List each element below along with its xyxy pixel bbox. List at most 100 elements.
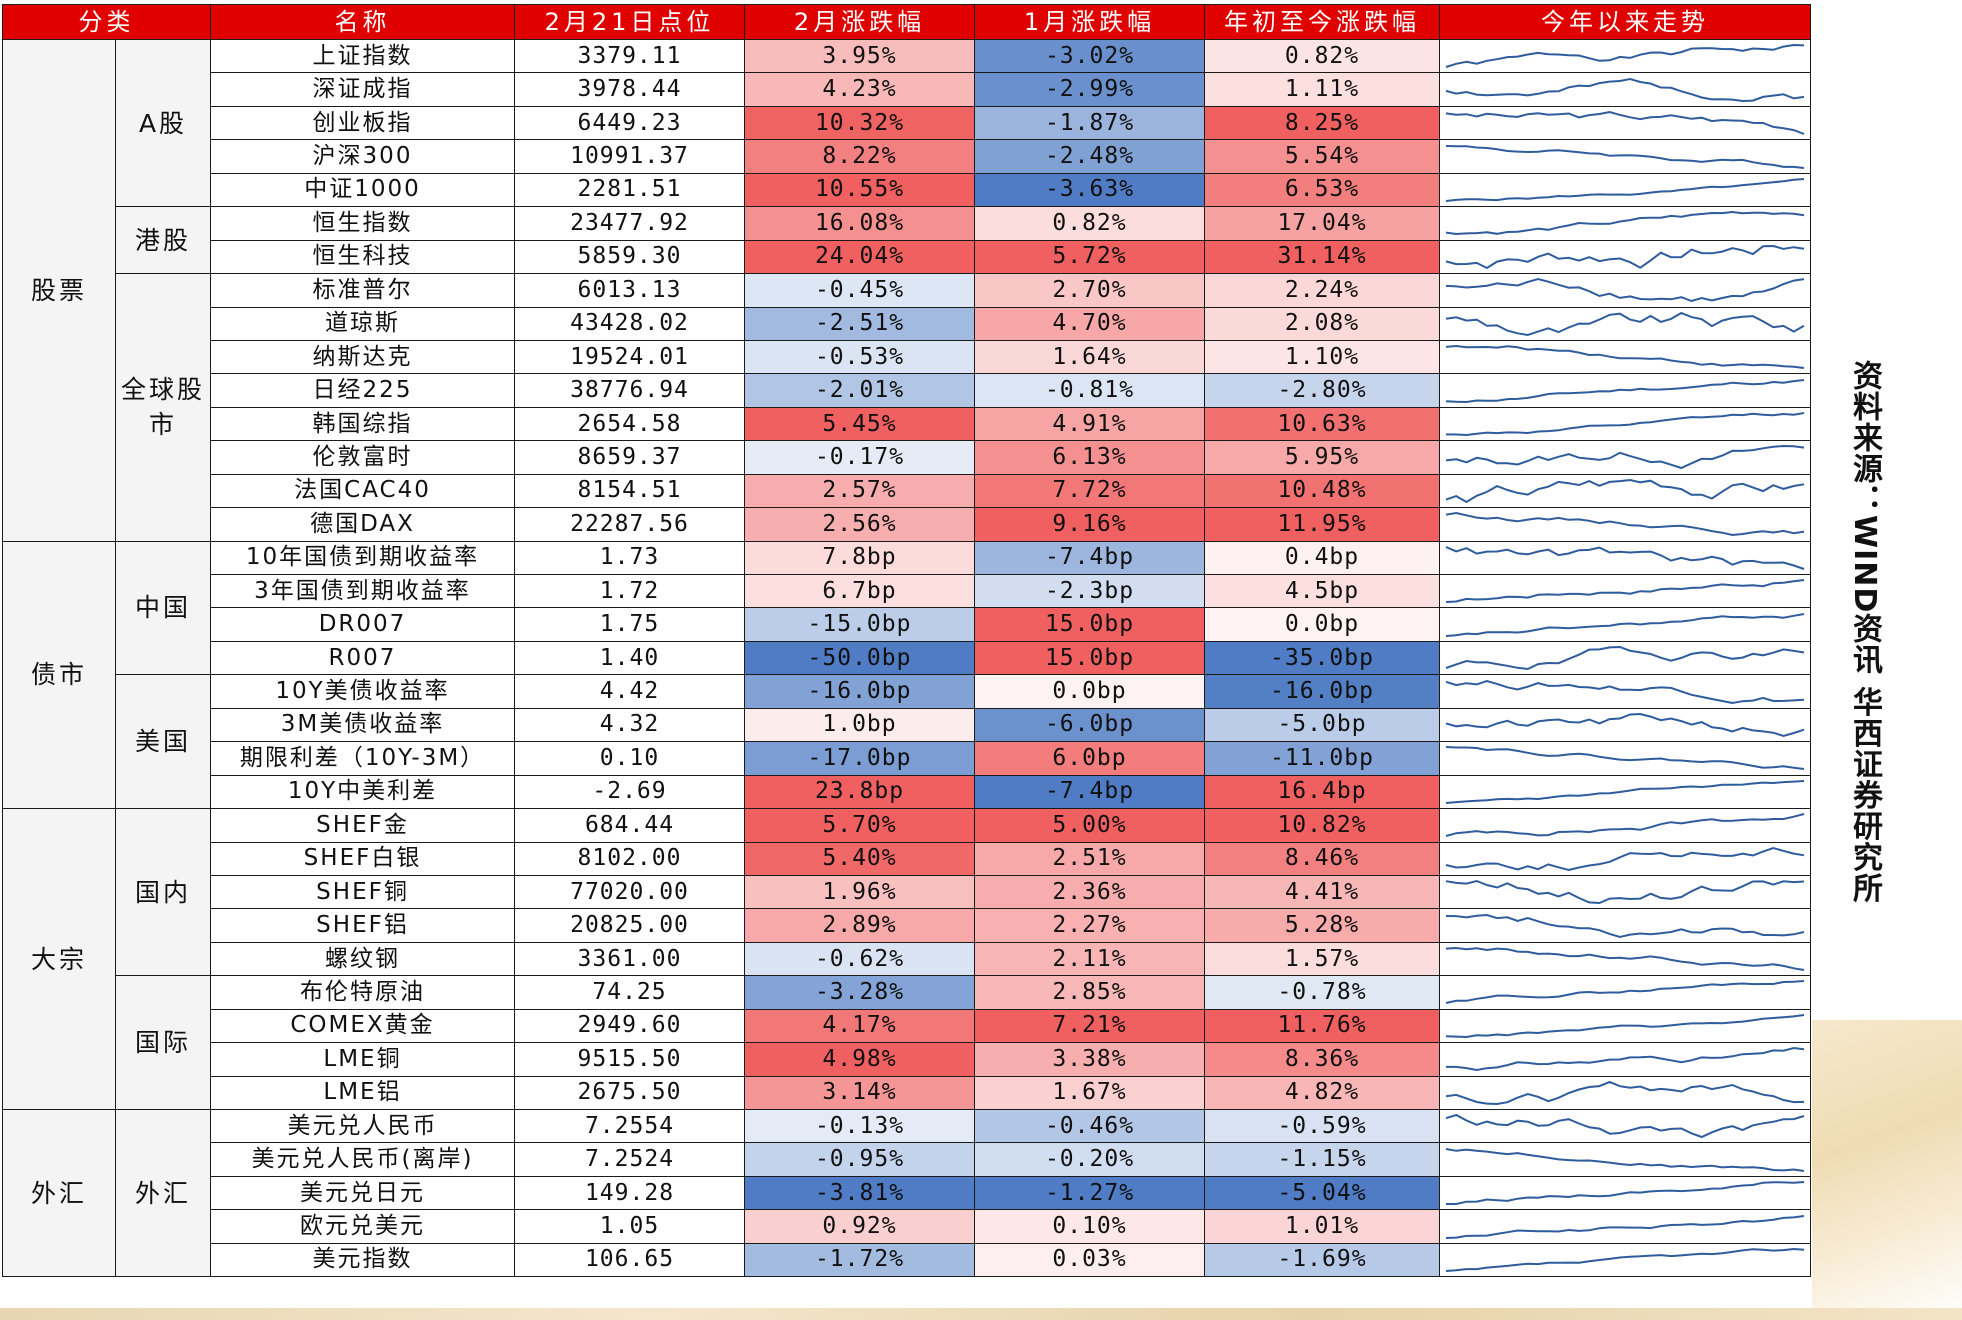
feb-change-cell: -0.95% xyxy=(744,1142,975,1177)
trend-sparkline xyxy=(1445,44,1805,69)
sparkline-path xyxy=(1445,980,1805,1005)
trend-sparkline xyxy=(1446,1181,1805,1206)
name-cell: 日经225 xyxy=(210,373,515,408)
table-row: 道琼斯 43428.02 -2.51% 4.70% 2.08% xyxy=(3,306,1811,341)
level-cell: 9515.50 xyxy=(514,1042,745,1077)
sparkline-path xyxy=(1445,679,1805,704)
jan-change-cell: -7.4bp xyxy=(974,540,1205,576)
trend-sparkline xyxy=(1445,177,1805,202)
level-cell: 6013.13 xyxy=(514,273,745,308)
jan-change-cell: 0.0bp xyxy=(974,674,1205,709)
market-performance-table: 分类 名称 2月21日点位 2月涨跌幅 1月涨跌幅 年初至今涨跌幅 今年以来走势… xyxy=(2,4,1811,1278)
category-cell: 债市 xyxy=(2,540,116,810)
jan-change-cell: -0.46% xyxy=(974,1108,1205,1144)
table-row: 美元兑人民币(离岸) 7.2524 -0.95% -0.20% -1.15% xyxy=(3,1142,1811,1177)
table-row: 欧元兑美元 1.05 0.92% 0.10% 1.01% xyxy=(3,1209,1811,1244)
jan-change-cell: 5.72% xyxy=(974,239,1205,275)
feb-change-cell: 24.04% xyxy=(744,239,975,275)
sparkline-path xyxy=(1445,177,1805,202)
sparkline-path xyxy=(1445,412,1805,437)
feb-change-cell: -1.72% xyxy=(744,1242,975,1278)
level-cell: 7.2554 xyxy=(514,1108,745,1144)
level-cell: 2949.60 xyxy=(514,1008,745,1044)
trend-sparkline-cell xyxy=(1439,306,1811,341)
table-row: 美国 10Y美债收益率 4.42 -16.0bp 0.0bp -16.0bp xyxy=(3,674,1811,810)
jan-change-cell: 3.38% xyxy=(974,1042,1205,1077)
sparkline-path xyxy=(1445,813,1805,838)
table-row: SHEF白银 8102.00 5.40% 2.51% 8.46% xyxy=(3,841,1811,876)
trend-sparkline xyxy=(1445,1080,1805,1105)
ytd-change-cell: 8.36% xyxy=(1204,1042,1440,1077)
ytd-change-cell: 17.04% xyxy=(1204,206,1440,241)
name-cell: 10年国债到期收益率 xyxy=(210,540,515,576)
source-note: 资料来源：WIND资讯 华西证券研究所 xyxy=(1847,360,1882,904)
subcategory-cell: 国内 xyxy=(115,808,211,977)
feb-change-cell: -0.17% xyxy=(744,440,975,475)
sparkline-path xyxy=(1445,111,1805,136)
sparkline-path xyxy=(1445,445,1805,470)
trend-sparkline xyxy=(1445,980,1805,1005)
name-cell: 德国DAX xyxy=(210,507,515,542)
trend-sparkline xyxy=(1445,545,1805,570)
feb-change-cell: 7.8bp xyxy=(744,540,975,576)
sparkline-path xyxy=(1445,244,1805,269)
level-cell: 1.05 xyxy=(514,1209,745,1244)
table-row: 沪深300 10991.37 8.22% -2.48% 5.54% xyxy=(3,139,1811,174)
sparkline-path xyxy=(1445,712,1805,738)
ytd-change-cell: 5.95% xyxy=(1204,440,1440,475)
feb-change-cell: 2.89% xyxy=(744,908,975,943)
trend-sparkline-cell xyxy=(1439,1242,1811,1278)
ytd-change-cell: 1.11% xyxy=(1204,72,1440,107)
trend-sparkline xyxy=(1445,646,1805,671)
level-cell: 3978.44 xyxy=(514,72,745,107)
trend-sparkline-cell xyxy=(1439,139,1811,174)
table-row: 外汇 外汇 美元兑人民币 7.2554 -0.13% -0.46% -0.59% xyxy=(2,1108,1811,1278)
jan-change-cell: 4.91% xyxy=(974,406,1205,442)
name-cell: 纳斯达克 xyxy=(210,339,515,375)
trend-sparkline-cell xyxy=(1439,339,1811,375)
feb-change-cell: 3.14% xyxy=(744,1075,975,1111)
ytd-change-cell: 11.76% xyxy=(1204,1008,1440,1044)
sparkline-path xyxy=(1445,746,1805,771)
ytd-change-cell: 31.14% xyxy=(1204,239,1440,275)
table-row: 股票 A股 上证指数 3379.11 3.95% -3.02% 0.82% xyxy=(2,38,1811,542)
trend-sparkline xyxy=(1445,244,1805,269)
feb-change-cell: 1.96% xyxy=(744,874,975,910)
table-row: 美元兑日元 149.28 -3.81% -1.27% -5.04% xyxy=(3,1175,1811,1211)
category-cell: 股票 xyxy=(2,39,116,542)
level-cell: 5859.30 xyxy=(514,239,745,275)
table-row: 全球股市 标准普尔 6013.13 -0.45% 2.70% 2.24% xyxy=(3,273,1811,542)
trend-sparkline xyxy=(1445,445,1805,470)
header-jan-change: 1月涨跌幅 xyxy=(974,4,1205,40)
trend-sparkline xyxy=(1445,144,1805,169)
trend-sparkline xyxy=(1445,712,1805,738)
table-row: 创业板指 6449.23 10.32% -1.87% 8.25% xyxy=(3,105,1811,141)
jan-change-cell: -1.27% xyxy=(974,1175,1205,1211)
jan-change-cell: 15.0bp xyxy=(974,640,1205,676)
table-row: LME铝 2675.50 3.14% 1.67% 4.82% xyxy=(3,1075,1811,1111)
sparkline-path xyxy=(1445,1147,1805,1172)
sparkline-path xyxy=(1445,378,1805,403)
name-cell: 沪深300 xyxy=(210,139,515,174)
level-cell: 77020.00 xyxy=(514,874,745,910)
name-cell: 欧元兑美元 xyxy=(210,1209,515,1244)
trend-sparkline-cell xyxy=(1439,373,1811,408)
level-cell: 8659.37 xyxy=(514,440,745,475)
name-cell: 伦敦富时 xyxy=(210,440,515,475)
ytd-change-cell: -1.15% xyxy=(1204,1142,1440,1177)
name-cell: 深证成指 xyxy=(210,72,515,107)
feb-change-cell: -0.53% xyxy=(744,339,975,375)
decorative-strip xyxy=(0,1308,1962,1320)
feb-change-cell: 4.98% xyxy=(744,1042,975,1077)
trend-sparkline xyxy=(1445,880,1805,905)
name-cell: DR007 xyxy=(210,607,515,642)
table-row: 3M美债收益率 4.32 1.0bp -6.0bp -5.0bp xyxy=(3,707,1811,743)
table-row: 大宗 国内 SHEF金 684.44 5.70% 5.00% 10.82% xyxy=(2,808,1811,1110)
level-cell: 3379.11 xyxy=(514,38,745,74)
name-cell: 韩国综指 xyxy=(210,406,515,442)
trend-sparkline xyxy=(1445,1114,1805,1139)
feb-change-cell: 4.17% xyxy=(744,1008,975,1044)
level-cell: 23477.92 xyxy=(514,206,745,241)
trend-sparkline xyxy=(1445,612,1805,637)
subcategory-cell: 全球股市 xyxy=(115,273,211,542)
